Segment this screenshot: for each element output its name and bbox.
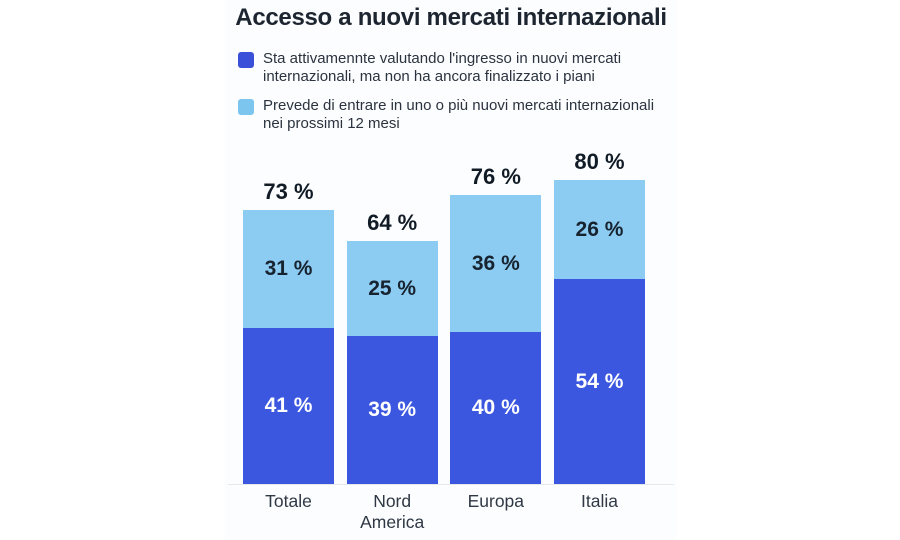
category-label: Totale <box>265 491 312 511</box>
segment-evaluating: 54 % <box>553 279 645 484</box>
infographic-panel: Accesso a nuovi mercati internazionali S… <box>225 0 677 540</box>
legend-label-planning-12m: Prevede di entrare in uno o più nuovi me… <box>263 97 655 132</box>
segment-planning-12m: 36 % <box>450 195 542 332</box>
legend-swatch-light-blue <box>238 99 254 115</box>
segment-evaluating: 41 % <box>243 328 334 484</box>
segment-value-label: 36 % <box>471 251 520 275</box>
segment-value-label: 25 % <box>368 276 417 300</box>
legend: Sta attivamennte valutando l'ingresso in… <box>238 50 677 133</box>
segment-planning-12m: 25 % <box>346 241 438 336</box>
legend-swatch-dark-blue <box>238 52 254 68</box>
segment-value-label: 26 % <box>575 217 624 241</box>
bar-total-label: 64 % <box>367 210 418 235</box>
segment-value-label: 39 % <box>368 398 417 421</box>
segment-planning-12m: 26 % <box>553 180 645 279</box>
segment-evaluating: 40 % <box>450 332 542 484</box>
bar-total-label: 73 % <box>263 179 314 204</box>
bar-column-nord-america: 64 % 25 % 39 % <box>346 210 438 484</box>
legend-label-evaluating: Sta attivamennte valutando l'ingresso in… <box>263 50 622 85</box>
segment-planning-12m: 31 % <box>243 210 334 328</box>
segment-value-label: 41 % <box>264 394 313 417</box>
category-label: Italia <box>580 491 618 511</box>
axis-baseline <box>228 484 674 485</box>
legend-item-evaluating: Sta attivamennte valutando l'ingresso in… <box>238 50 677 86</box>
bar-total-label: 80 % <box>574 149 625 174</box>
segment-value-label: 40 % <box>471 396 520 419</box>
bars-row: 73 % 31 % 41 % 64 % 25 % 39 % 76 % 36 % 40 % 80 %… <box>243 140 645 484</box>
bar-column-italia: 80 % 26 % 54 % <box>553 149 645 484</box>
category-label: Europa <box>467 491 525 511</box>
category-label: Nord America <box>360 491 425 532</box>
bar-column-totale: 73 % 31 % 41 % <box>243 179 334 484</box>
category-axis: Totale Nord America Europa Italia <box>243 491 645 533</box>
segment-evaluating: 39 % <box>346 336 438 484</box>
chart-title: Accesso a nuovi mercati internazionali <box>235 4 667 31</box>
segment-value-label: 54 % <box>575 369 624 393</box>
bar-column-europa: 76 % 36 % 40 % <box>450 164 542 484</box>
legend-item-planning-12m: Prevede di entrare in uno o più nuovi me… <box>238 97 677 133</box>
segment-value-label: 31 % <box>264 257 313 280</box>
bar-total-label: 76 % <box>470 164 521 189</box>
